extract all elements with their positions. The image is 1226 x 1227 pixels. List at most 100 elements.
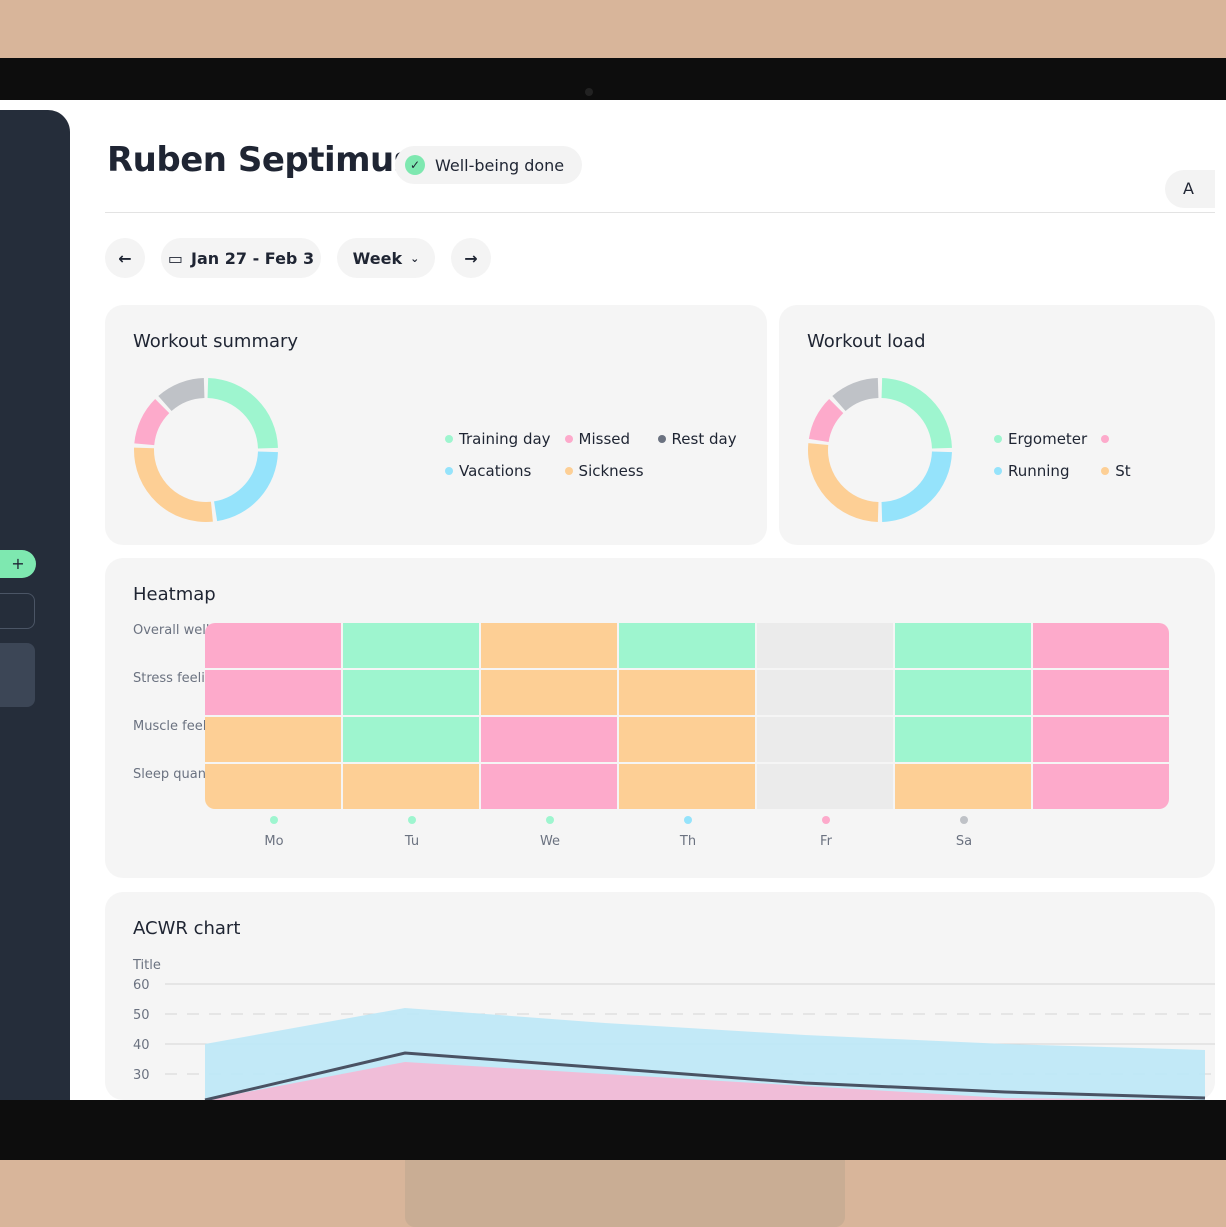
heatmap-cell[interactable]: [619, 764, 755, 809]
day-text: We: [539, 834, 561, 849]
prev-button[interactable]: ←: [105, 238, 145, 278]
status-text: Well-being done: [435, 155, 565, 175]
sidebar-item-active[interactable]: [0, 643, 35, 707]
series-line: [204, 1051, 1206, 1100]
heatmap-cell[interactable]: [205, 764, 341, 809]
divider: [105, 212, 1215, 213]
heatmap-cell[interactable]: [1033, 717, 1169, 762]
legend-label: Training day: [459, 430, 551, 448]
period-select[interactable]: Week ⌄: [337, 238, 435, 278]
legend-dot-icon: [564, 435, 573, 443]
legend-item: Ergometer: [994, 430, 1087, 448]
heatmap-cell[interactable]: [619, 623, 755, 668]
heatmap-cell[interactable]: [895, 717, 1031, 762]
workout-summary-donut: [133, 378, 278, 522]
card-title: Workout load: [807, 331, 926, 352]
day-text: Mo: [264, 834, 284, 849]
monitor-bezel-top: [0, 58, 1226, 108]
heatmap-cell[interactable]: [205, 670, 341, 715]
legend-dot-icon: [1101, 467, 1110, 475]
day-status-dot-icon: [684, 816, 692, 824]
day-text: Fr: [820, 834, 832, 849]
legend-item: Training day: [445, 430, 551, 448]
legend-dot-icon: [994, 467, 1002, 475]
heatmap-cell[interactable]: [757, 717, 893, 762]
heatmap-cell[interactable]: [205, 623, 341, 668]
heatmap-cell[interactable]: [481, 623, 617, 668]
heatmap-cell[interactable]: [757, 670, 893, 715]
day-status-dot-icon: [270, 816, 278, 824]
heatmap-cell[interactable]: [1033, 764, 1169, 809]
donut-slice-green: [881, 378, 952, 449]
donut-slice-orange: [808, 443, 879, 522]
heatmap-cell[interactable]: [619, 670, 755, 715]
legend-item: Missed: [564, 430, 644, 448]
workout-summary-card: Workout summary Training day Missed Rest d…: [105, 305, 767, 545]
legend-label: Ergometer: [1008, 430, 1088, 448]
sidebar-item[interactable]: [0, 593, 35, 629]
chevron-down-icon: ⌄: [410, 251, 420, 265]
add-button[interactable]: +: [0, 550, 36, 578]
heatmap-cell[interactable]: [895, 764, 1031, 809]
next-button[interactable]: →: [451, 238, 491, 278]
sidebar: +: [0, 110, 70, 1100]
donut-slice-blue: [881, 451, 952, 522]
day-status-dot-icon: [408, 816, 416, 824]
day-label: Fr: [757, 816, 895, 849]
y-tick-label: 60: [133, 978, 150, 993]
day-label: Sa: [895, 816, 1033, 849]
legend-item: Vacations: [445, 462, 551, 480]
heatmap-cell[interactable]: [481, 764, 617, 809]
y-tick-label: 30: [133, 1068, 150, 1083]
screen: + Ruben Septimus ✓ Well-being done A ← ▭ J…: [0, 100, 1226, 1100]
y-tick-label: 40: [133, 1038, 150, 1053]
status-badge: ✓ Well-being done: [395, 146, 583, 184]
heatmap-cell[interactable]: [343, 717, 479, 762]
workout-load-legend: Ergometer Running St: [994, 430, 1131, 480]
legend-dot-icon: [657, 435, 666, 443]
legend-label: Running: [1008, 462, 1070, 480]
monitor-stand: [405, 1150, 845, 1227]
day-status-dot-icon: [960, 816, 968, 824]
heatmap-days: Mo Tu We Th Fr Sa: [205, 816, 1033, 849]
heatmap-cell[interactable]: [619, 717, 755, 762]
donut-slice-pink: [134, 399, 170, 446]
card-title: Heatmap: [133, 584, 216, 605]
legend-dot-icon: [1101, 435, 1110, 443]
donut-slice-gray: [158, 378, 205, 412]
account-button[interactable]: A: [1165, 170, 1215, 208]
series-area-1: [205, 1062, 1205, 1100]
donut-slice-orange: [133, 447, 213, 522]
legend-item: Running: [994, 462, 1087, 480]
workout-load-card: Workout load Ergometer Running St: [779, 305, 1215, 545]
heatmap-card: Heatmap Overall wellbeing Stress feeling M…: [105, 558, 1215, 878]
heatmap-row-label: Muscle feeling: [133, 719, 227, 734]
heatmap-cell[interactable]: [343, 623, 479, 668]
y-tick-label: 50: [133, 1008, 150, 1023]
heatmap-cell[interactable]: [343, 670, 479, 715]
legend-item: St: [1101, 462, 1131, 480]
workout-load-donut: [808, 378, 952, 522]
legend-label: St: [1115, 462, 1131, 480]
heatmap-cell[interactable]: [757, 764, 893, 809]
heatmap-cell[interactable]: [205, 717, 341, 762]
heatmap-row-label: Sleep quantity: [133, 767, 228, 782]
legend-item: [1101, 430, 1130, 448]
heatmap-cell[interactable]: [757, 623, 893, 668]
acwr-chart: 60 50 40 30: [133, 978, 1215, 1100]
heatmap-cell[interactable]: [895, 670, 1031, 715]
heatmap-cell[interactable]: [481, 717, 617, 762]
arrow-left-icon: ←: [118, 248, 132, 268]
card-title: Workout summary: [133, 331, 299, 352]
heatmap-row-label: Stress feeling: [133, 671, 222, 686]
heatmap-cell[interactable]: [1033, 670, 1169, 715]
acwr-card: ACWR chart Title 60 50 40 30: [105, 892, 1215, 1100]
heatmap-cell[interactable]: [481, 670, 617, 715]
heatmap-cell[interactable]: [343, 764, 479, 809]
heatmap-cell[interactable]: [1033, 623, 1169, 668]
donut-slice-gray: [832, 378, 879, 412]
day-label: Th: [619, 816, 757, 849]
donut-slice-pink: [808, 399, 844, 442]
heatmap-cell[interactable]: [895, 623, 1031, 668]
date-range-button[interactable]: ▭ Jan 27 - Feb 3: [161, 238, 321, 278]
